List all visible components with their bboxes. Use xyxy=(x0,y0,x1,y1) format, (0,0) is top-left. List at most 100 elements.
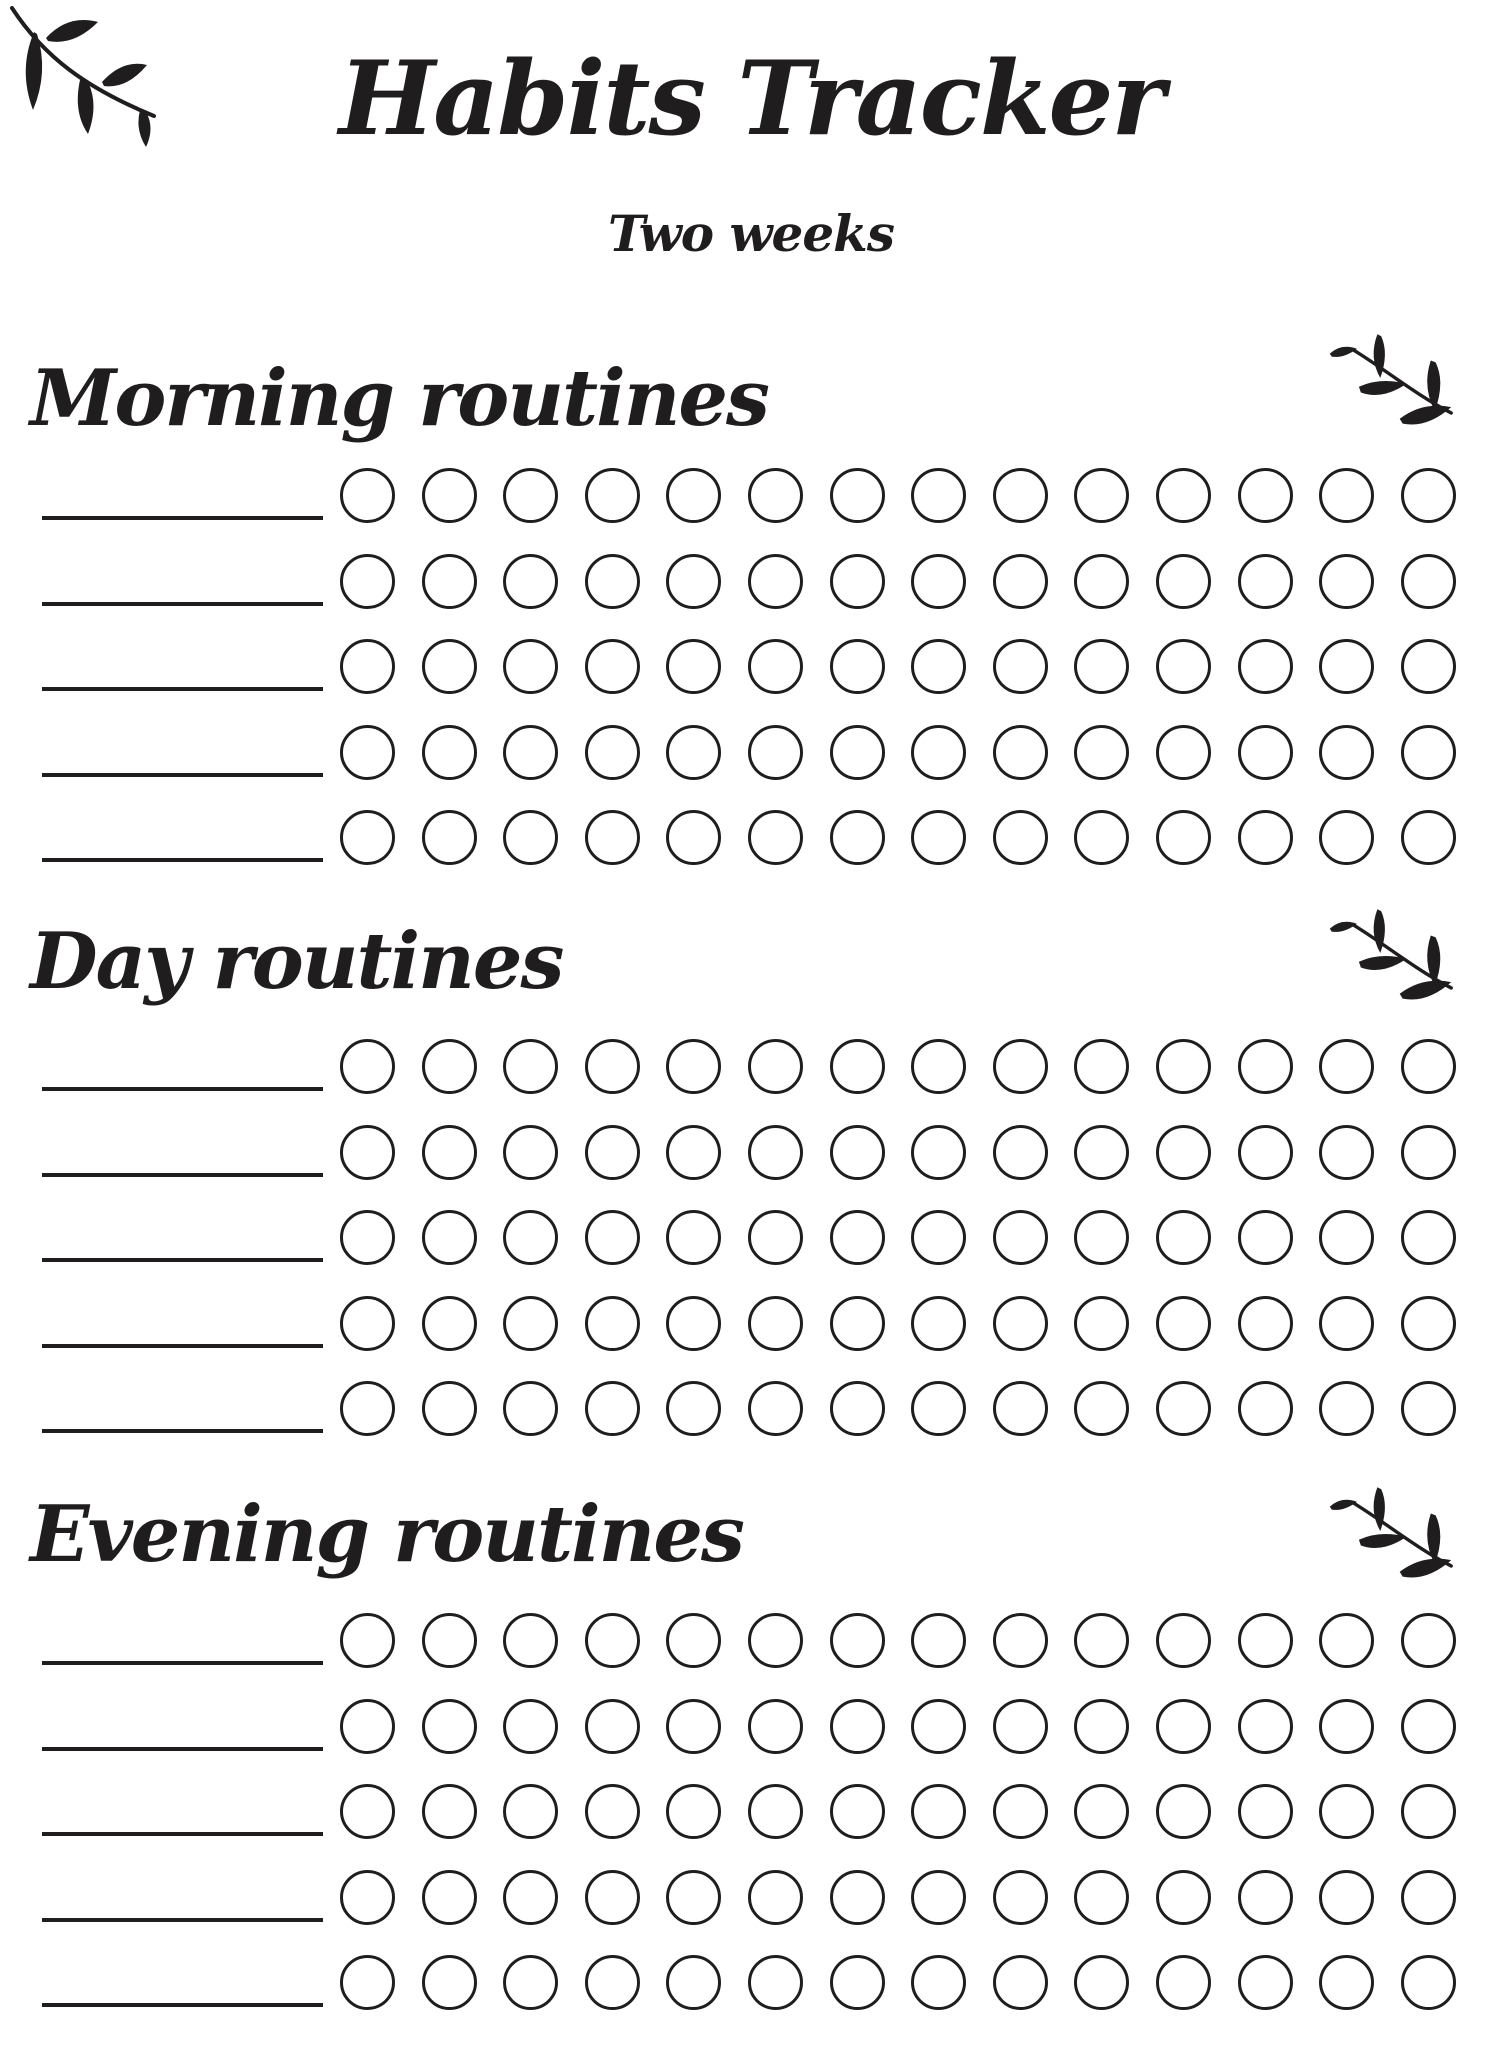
day-circle[interactable] xyxy=(421,1869,477,1925)
day-circle[interactable] xyxy=(1400,1869,1456,1925)
day-circle[interactable] xyxy=(1156,468,1211,523)
day-circle[interactable] xyxy=(1319,639,1375,695)
day-circle[interactable] xyxy=(1074,1613,1130,1668)
day-circle[interactable] xyxy=(1156,1295,1211,1351)
day-circle[interactable] xyxy=(503,1210,559,1266)
day-circle[interactable] xyxy=(340,1784,395,1840)
day-circle[interactable] xyxy=(829,1613,885,1668)
day-circle[interactable] xyxy=(748,1210,803,1266)
day-circle[interactable] xyxy=(1156,1381,1211,1437)
day-circle[interactable] xyxy=(1400,1381,1456,1437)
day-circle[interactable] xyxy=(748,810,803,866)
day-circle[interactable] xyxy=(584,1039,640,1094)
day-circle[interactable] xyxy=(584,1869,640,1925)
day-circle[interactable] xyxy=(992,1210,1048,1266)
day-circle[interactable] xyxy=(1156,1124,1211,1180)
day-circle[interactable] xyxy=(1156,1869,1211,1925)
day-circle[interactable] xyxy=(829,1210,885,1266)
day-circle[interactable] xyxy=(1319,553,1375,609)
day-circle[interactable] xyxy=(1400,1613,1456,1668)
day-circle[interactable] xyxy=(1319,1613,1375,1668)
day-circle[interactable] xyxy=(340,1210,395,1266)
day-circle[interactable] xyxy=(584,1784,640,1840)
day-circle[interactable] xyxy=(1156,1613,1211,1668)
habit-name-line[interactable] xyxy=(42,1917,323,1922)
day-circle[interactable] xyxy=(340,1869,395,1925)
habit-name-line[interactable] xyxy=(42,772,323,777)
day-circle[interactable] xyxy=(1319,1698,1375,1754)
day-circle[interactable] xyxy=(1400,1210,1456,1266)
day-circle[interactable] xyxy=(1400,1698,1456,1754)
day-circle[interactable] xyxy=(503,1381,559,1437)
day-circle[interactable] xyxy=(1400,468,1456,523)
day-circle[interactable] xyxy=(911,1210,967,1266)
day-circle[interactable] xyxy=(584,1210,640,1266)
day-circle[interactable] xyxy=(1074,1955,1130,2011)
day-circle[interactable] xyxy=(1319,1210,1375,1266)
day-circle[interactable] xyxy=(1400,1295,1456,1351)
day-circle[interactable] xyxy=(666,1295,722,1351)
day-circle[interactable] xyxy=(992,1869,1048,1925)
day-circle[interactable] xyxy=(503,553,559,609)
day-circle[interactable] xyxy=(992,639,1048,695)
day-circle[interactable] xyxy=(1156,553,1211,609)
day-circle[interactable] xyxy=(1156,724,1211,780)
day-circle[interactable] xyxy=(748,1613,803,1668)
day-circle[interactable] xyxy=(1237,1955,1293,2011)
day-circle[interactable] xyxy=(1074,724,1130,780)
day-circle[interactable] xyxy=(666,1698,722,1754)
day-circle[interactable] xyxy=(992,724,1048,780)
day-circle[interactable] xyxy=(911,639,967,695)
day-circle[interactable] xyxy=(829,1869,885,1925)
day-circle[interactable] xyxy=(666,1210,722,1266)
day-circle[interactable] xyxy=(421,1698,477,1754)
day-circle[interactable] xyxy=(503,1955,559,2011)
day-circle[interactable] xyxy=(666,468,722,523)
day-circle[interactable] xyxy=(829,1124,885,1180)
day-circle[interactable] xyxy=(1319,1784,1375,1840)
day-circle[interactable] xyxy=(1400,724,1456,780)
day-circle[interactable] xyxy=(421,468,477,523)
day-circle[interactable] xyxy=(1319,468,1375,523)
day-circle[interactable] xyxy=(503,1698,559,1754)
day-circle[interactable] xyxy=(829,1295,885,1351)
day-circle[interactable] xyxy=(503,810,559,866)
day-circle[interactable] xyxy=(340,1955,395,2011)
day-circle[interactable] xyxy=(829,468,885,523)
day-circle[interactable] xyxy=(911,1295,967,1351)
day-circle[interactable] xyxy=(748,1955,803,2011)
day-circle[interactable] xyxy=(421,1295,477,1351)
day-circle[interactable] xyxy=(503,1869,559,1925)
day-circle[interactable] xyxy=(1319,1381,1375,1437)
day-circle[interactable] xyxy=(829,1784,885,1840)
day-circle[interactable] xyxy=(1237,553,1293,609)
day-circle[interactable] xyxy=(748,1698,803,1754)
day-circle[interactable] xyxy=(584,1698,640,1754)
day-circle[interactable] xyxy=(1237,810,1293,866)
day-circle[interactable] xyxy=(748,468,803,523)
day-circle[interactable] xyxy=(992,1039,1048,1094)
day-circle[interactable] xyxy=(1237,1613,1293,1668)
day-circle[interactable] xyxy=(1074,1381,1130,1437)
day-circle[interactable] xyxy=(829,1039,885,1094)
habit-name-line[interactable] xyxy=(42,1087,323,1091)
day-circle[interactable] xyxy=(1400,1955,1456,2011)
day-circle[interactable] xyxy=(1074,468,1130,523)
day-circle[interactable] xyxy=(1237,1381,1293,1437)
day-circle[interactable] xyxy=(340,468,395,523)
day-circle[interactable] xyxy=(748,553,803,609)
day-circle[interactable] xyxy=(1074,1295,1130,1351)
day-circle[interactable] xyxy=(666,724,722,780)
day-circle[interactable] xyxy=(666,1784,722,1840)
day-circle[interactable] xyxy=(421,639,477,695)
day-circle[interactable] xyxy=(666,1613,722,1668)
day-circle[interactable] xyxy=(911,1613,967,1668)
day-circle[interactable] xyxy=(1074,1039,1130,1094)
day-circle[interactable] xyxy=(829,1698,885,1754)
day-circle[interactable] xyxy=(992,1295,1048,1351)
day-circle[interactable] xyxy=(503,1613,559,1668)
day-circle[interactable] xyxy=(666,1955,722,2011)
day-circle[interactable] xyxy=(584,1295,640,1351)
day-circle[interactable] xyxy=(1400,1124,1456,1180)
day-circle[interactable] xyxy=(1237,1124,1293,1180)
